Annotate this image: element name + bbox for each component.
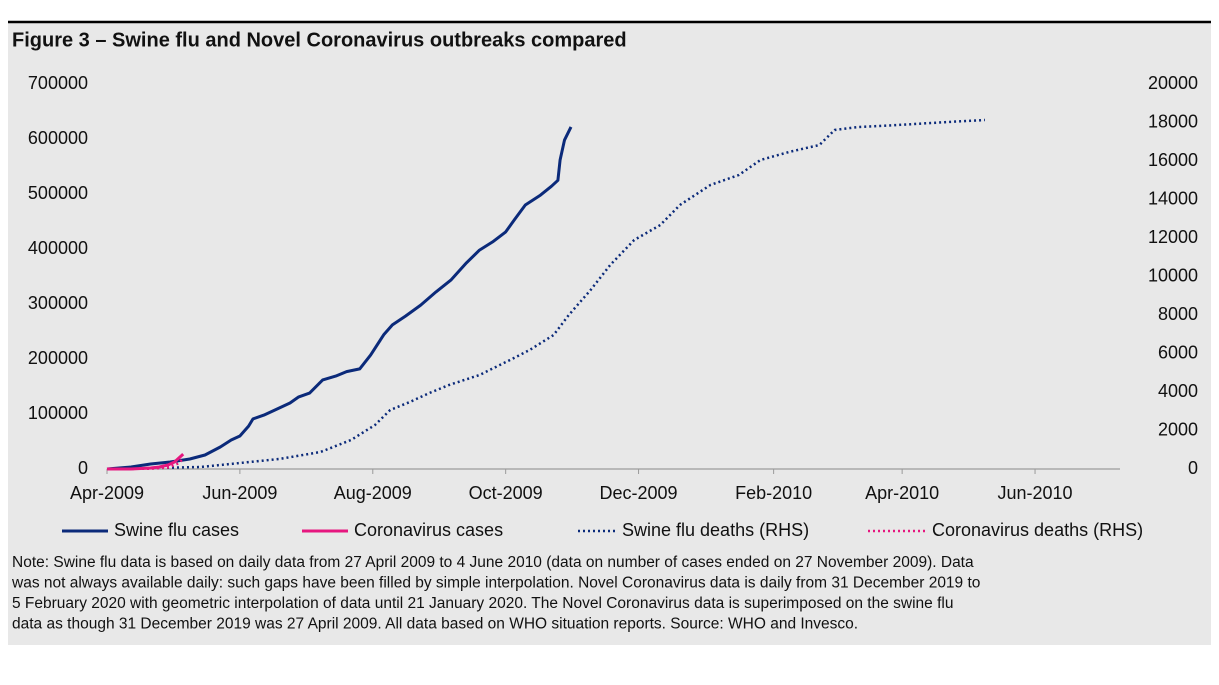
y2-tick-label: 12000 — [1148, 227, 1198, 247]
legend-label: Coronavirus deaths (RHS) — [932, 520, 1143, 540]
y-tick-label: 600000 — [28, 128, 88, 148]
x-tick-label: Dec-2009 — [600, 483, 678, 503]
y-tick-label: 400000 — [28, 238, 88, 258]
y2-tick-label: 4000 — [1158, 381, 1198, 401]
y-tick-label: 200000 — [28, 348, 88, 368]
y2-tick-label: 14000 — [1148, 188, 1198, 208]
note: was not always available daily: such gap… — [11, 575, 980, 592]
x-tick-label: Aug-2009 — [334, 483, 412, 503]
series-line — [106, 126, 573, 471]
legend-label: Swine flu deaths (RHS) — [622, 520, 809, 540]
x-tick-label: Apr-2010 — [865, 483, 939, 503]
x-tick-label: Feb-2010 — [735, 483, 812, 503]
note: Note: Swine flu data is based on daily d… — [12, 554, 974, 571]
y2-tick-label: 20000 — [1148, 73, 1198, 93]
legend-label: Coronavirus cases — [354, 520, 503, 540]
y2-tick-label: 6000 — [1158, 342, 1198, 362]
y-tick-label: 0 — [78, 458, 88, 478]
chart-title: Figure 3 – Swine flu and Novel Coronavir… — [12, 29, 627, 51]
x-tick-label: Apr-2009 — [70, 483, 144, 503]
y-tick-label: 100000 — [28, 403, 88, 423]
panel — [8, 22, 1211, 645]
y2-tick-label: 8000 — [1158, 304, 1198, 324]
y2-tick-label: 16000 — [1148, 150, 1198, 170]
x-tick-label: Jun-2009 — [202, 483, 277, 503]
series-line — [106, 457, 185, 471]
note: 5 February 2020 with geometric interpola… — [12, 595, 953, 612]
y2-tick-label: 0 — [1188, 458, 1198, 478]
y2-tick-label: 2000 — [1158, 419, 1198, 439]
note: data as though 31 December 2019 was 27 A… — [12, 616, 858, 633]
legend-label: Swine flu cases — [114, 520, 239, 540]
y2-tick-label: 10000 — [1148, 265, 1198, 285]
y-tick-label: 300000 — [28, 293, 88, 313]
y-tick-label: 700000 — [28, 73, 88, 93]
y2-tick-label: 18000 — [1148, 111, 1198, 131]
y-tick-label: 500000 — [28, 183, 88, 203]
x-tick-label: Jun-2010 — [998, 483, 1073, 503]
series-line — [107, 452, 185, 471]
x-tick-label: Oct-2009 — [469, 483, 543, 503]
